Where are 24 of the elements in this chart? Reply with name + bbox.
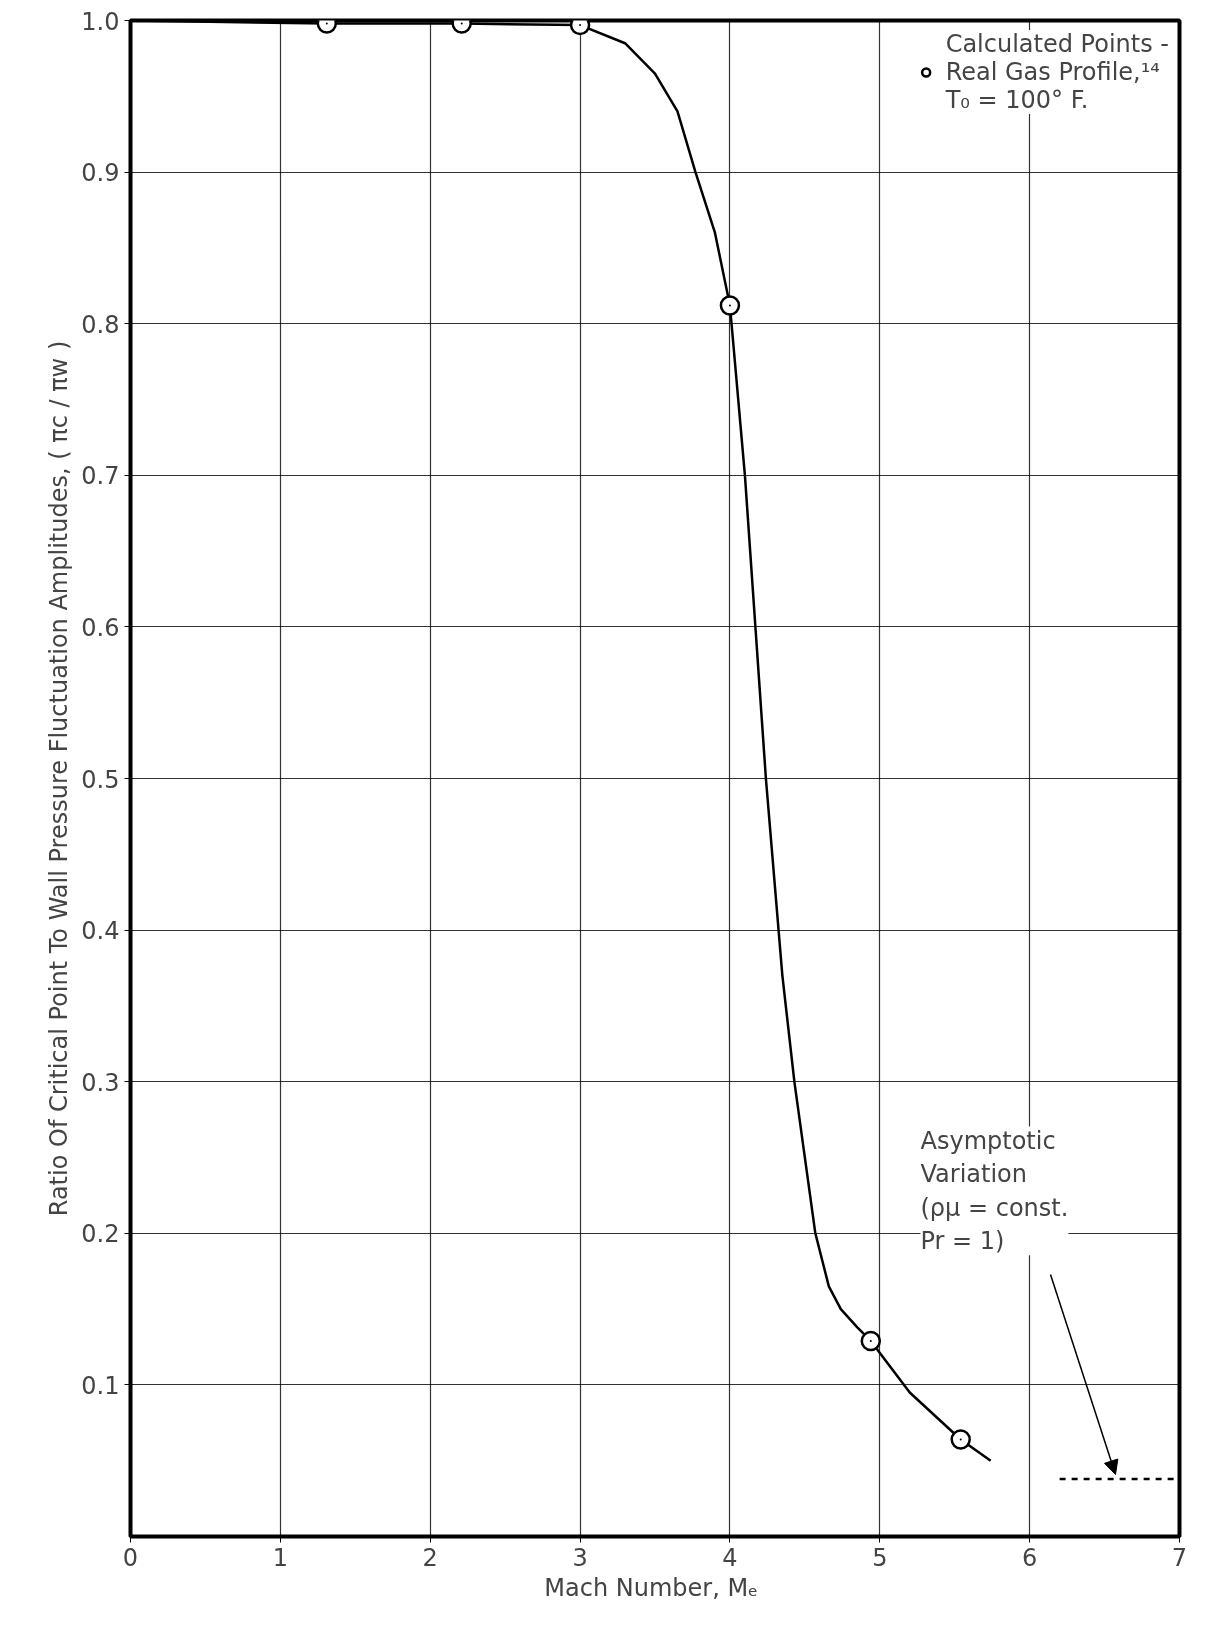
legend-label: Calculated Points - Real Gas Profile,¹⁴ T₀ = 100° F. (945, 30, 1169, 114)
y-tick-label: 0.4 (81, 917, 120, 946)
x-tick-label: 2 (422, 1543, 438, 1572)
y-tick-label: 0.2 (81, 1220, 120, 1249)
y-tick-label: 0.3 (81, 1068, 120, 1097)
x-tick-label: 6 (1022, 1543, 1038, 1572)
y-tick-label: 1.0 (81, 7, 120, 36)
point (860, 1330, 882, 1352)
y-tick-label: 0.6 (81, 613, 120, 642)
x-tick-label: 4 (722, 1543, 738, 1572)
y-tick-label: 0.5 (81, 765, 120, 794)
y-tick-label: 0.7 (81, 462, 120, 491)
annotation: Asymptotic Variation (ρμ = const. Pr = 1) (920, 1126, 1069, 1256)
x-axis-title: Mach Number, Mₑ (544, 1573, 759, 1602)
x-tick-label: 7 (1171, 1543, 1188, 1572)
x-tick-label: 5 (872, 1543, 888, 1572)
x-tick-label: 0 (122, 1543, 139, 1572)
x-tick-label: 3 (572, 1543, 588, 1572)
y-tick-label: 0.9 (81, 159, 120, 188)
y-tick-label: 0.1 (81, 1371, 120, 1400)
y-axis-title: Ratio Of Critical Point To Wall Pressure Fluctuation Amplitudes, ( πc / πw ) (45, 340, 74, 1217)
x-tick-label: 1 (272, 1543, 288, 1572)
y-tick-label: 0.8 (81, 310, 120, 339)
point (950, 1429, 971, 1450)
